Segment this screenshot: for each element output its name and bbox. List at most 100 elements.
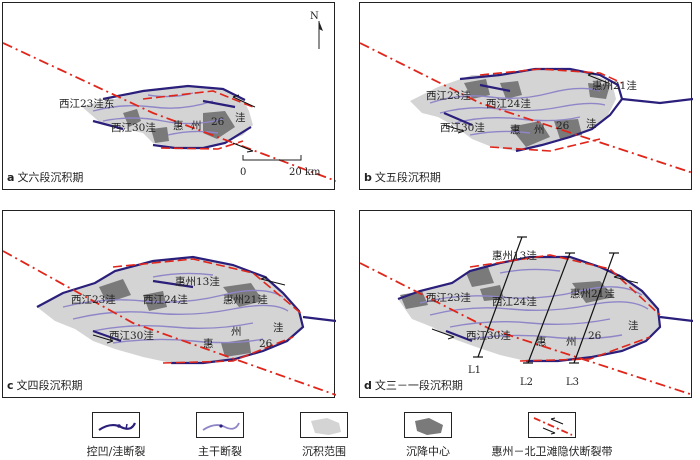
panel-letter: a xyxy=(7,171,15,184)
sag-boundary-faults xyxy=(443,67,693,153)
motion-arrows xyxy=(232,94,256,153)
sag-label: 洼 xyxy=(628,319,639,332)
strike-slip-fault-zone xyxy=(162,336,294,364)
subsidence-center xyxy=(466,267,494,287)
sag-label: 州 xyxy=(566,336,577,348)
subsidence-center xyxy=(223,283,263,307)
sag-label: 惠州13洼 xyxy=(175,275,220,288)
strike-slip-fault-zone xyxy=(160,140,244,150)
sag-label: 26 xyxy=(211,116,225,128)
profile-line-l2 xyxy=(527,252,571,364)
legend-label: 控凹/洼断裂 xyxy=(86,445,146,458)
sag-label: 西江30洼 xyxy=(466,329,511,342)
strike-slip-fault-zone xyxy=(519,336,651,362)
motion-arrows xyxy=(443,72,609,134)
profile-label: L2 xyxy=(520,377,533,388)
motion-arrows xyxy=(431,274,639,340)
subsidence-center xyxy=(500,81,522,99)
sag-label: 惠 xyxy=(203,337,214,350)
legend-item-subsidence: 沉降中心 xyxy=(368,412,488,458)
strike-slip-fault-zone xyxy=(112,258,304,316)
panel-caption: d 文三－一段沉积期 xyxy=(364,377,463,393)
sag-label: 西江24洼 xyxy=(492,295,537,308)
strike-slip-zone-icon xyxy=(528,412,576,438)
legend-label: 沉降中心 xyxy=(406,445,450,458)
legend-label: 惠州－北卫滩隐伏断裂带 xyxy=(491,445,613,458)
panel-caption: b 文五段沉积期 xyxy=(364,169,441,185)
svg-text:20 km: 20 km xyxy=(289,167,321,178)
strike-slip-fault-zone xyxy=(360,42,693,174)
sag-label: 惠州21洼 xyxy=(223,293,268,306)
panel-title: 文五段沉积期 xyxy=(374,171,441,184)
legend-item-deposition: 沉积范围 xyxy=(264,412,384,458)
sag-label: 州 xyxy=(534,124,545,136)
basin-map-a: 西江23洼东 西江30洼 惠 州 26 洼 N 0 20 km xyxy=(3,11,336,182)
sag-label: 西江23洼 xyxy=(426,291,471,304)
profile-lines xyxy=(473,236,619,364)
subsidence-center xyxy=(99,279,131,303)
strike-slip-fault-zone xyxy=(360,262,693,396)
main-faults xyxy=(429,87,606,136)
basin-map-b: 西江23洼 西江24洼 惠州21洼 西江30洼 惠 州 26 洼 xyxy=(360,42,693,174)
legend-label: 主干断裂 xyxy=(198,445,242,458)
sag-label: 洼 xyxy=(273,321,284,334)
sag-label: 西江24洼 xyxy=(486,97,531,110)
subsidence-center xyxy=(151,127,169,143)
sag-label: 惠州21洼 xyxy=(570,287,615,300)
panel-letter: c xyxy=(7,379,14,392)
subsidence-center xyxy=(143,291,167,311)
legend-item-sag-fault: 控凹/洼断裂 xyxy=(56,412,176,458)
strike-slip-fault-zone xyxy=(489,138,601,152)
north-arrow: N xyxy=(310,11,323,49)
main-faults xyxy=(419,268,649,340)
sag-label: 26 xyxy=(556,120,570,132)
panel-letter: d xyxy=(364,379,372,392)
sag-label: 西江30洼 xyxy=(109,329,154,342)
subsidence-center xyxy=(510,121,550,147)
profile-label: L1 xyxy=(468,365,481,376)
sag-label: 西江30洼 xyxy=(440,121,485,134)
subsidence-center xyxy=(221,339,251,357)
panel-title: 文四段沉积期 xyxy=(16,379,83,392)
strike-slip-fault-zone xyxy=(142,90,254,108)
subsidence-center-icon xyxy=(404,412,452,438)
panel-caption: c 文四段沉积期 xyxy=(7,377,83,393)
panel-title: 文六段沉积期 xyxy=(17,171,84,184)
strike-slip-fault-zone xyxy=(479,68,623,84)
sag-label: 西江30洼 xyxy=(111,121,156,134)
sag-boundary-faults xyxy=(36,255,336,365)
legend-item-strike-slip: 惠州－北卫滩隐伏断裂带 xyxy=(472,412,632,458)
map-panel-b: 西江23洼 西江24洼 惠州21洼 西江30洼 惠 州 26 洼 b 文五段沉积期 xyxy=(359,2,693,190)
main-faults xyxy=(62,272,289,344)
svg-text:N: N xyxy=(310,11,319,22)
map-panel-c: 惠州13洼 西江23洼 西江24洼 惠州21洼 西江30洼 惠 州 26 洼 c… xyxy=(2,210,336,398)
strike-slip-fault-zone xyxy=(3,250,336,396)
sag-label: 惠 xyxy=(510,123,521,136)
map-panel-d: L1 L2 L3 惠州13洼 西江23洼 西江24洼 惠州21洼 西江30洼 惠… xyxy=(359,210,693,398)
profile-line-l3 xyxy=(573,252,615,364)
sag-label: 26 xyxy=(588,330,602,342)
sag-label: 惠 xyxy=(173,119,184,132)
deposition-area-icon xyxy=(300,412,348,438)
basin-map-c: 惠州13洼 西江23洼 西江24洼 惠州21洼 西江30洼 惠 州 26 洼 xyxy=(3,250,336,396)
sag-label: 西江23洼 xyxy=(71,293,116,306)
sag-boundary-faults xyxy=(397,255,693,363)
sag-fault-icon xyxy=(92,412,140,438)
motion-arrows xyxy=(92,276,286,344)
scale-bar: 0 20 km xyxy=(240,155,321,178)
sag-label: 州 xyxy=(231,326,242,338)
subsidence-center xyxy=(464,79,490,99)
profile-line-l1 xyxy=(477,236,523,358)
sag-label: 西江23洼 xyxy=(426,89,471,102)
panel-letter: b xyxy=(364,171,372,184)
sag-label: 惠 xyxy=(536,335,547,348)
legend-item-main-fault: 主干断裂 xyxy=(160,412,280,458)
deposition-area xyxy=(398,257,660,361)
sag-label: 26 xyxy=(259,338,273,350)
panel-title: 文三－一段沉积期 xyxy=(374,379,463,392)
sag-label: 惠州21洼 xyxy=(592,79,637,92)
sag-label: 州 xyxy=(191,120,202,132)
legend-label: 沉积范围 xyxy=(302,445,346,458)
map-panel-a: 西江23洼东 西江30洼 惠 州 26 洼 N 0 20 km a 文六段沉积期 xyxy=(2,2,336,190)
sag-label: 惠州13洼 xyxy=(492,249,537,262)
